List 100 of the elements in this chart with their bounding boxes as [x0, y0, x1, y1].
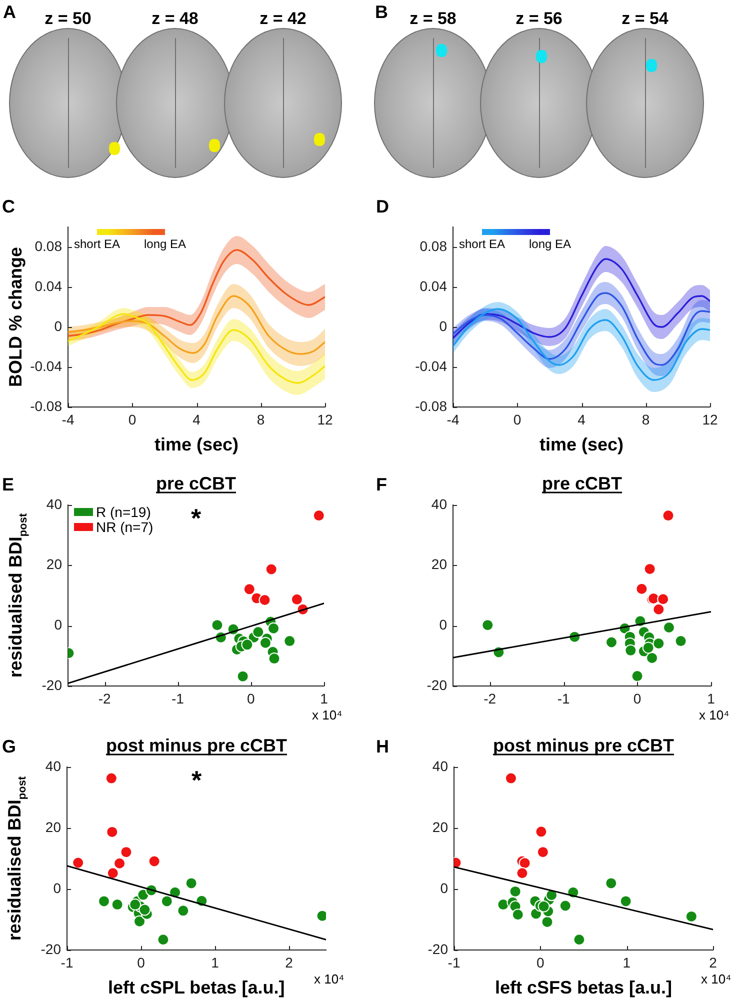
point	[518, 857, 531, 870]
point	[259, 636, 272, 649]
x-tick-label: 0	[513, 411, 522, 428]
point	[573, 934, 586, 946]
line-series	[68, 249, 325, 337]
legend-label: long EA	[144, 237, 186, 252]
annotation: *	[190, 503, 202, 534]
y-tick-label: -0.08	[415, 398, 448, 414]
text: z = 42	[260, 9, 306, 28]
y-tick-label: 0	[439, 318, 448, 334]
point	[160, 895, 173, 908]
x-tick-label: 0	[128, 411, 136, 428]
point	[509, 885, 522, 898]
x-tick-label: 0	[137, 954, 146, 970]
point	[536, 846, 549, 858]
point	[657, 593, 670, 606]
y-tick-label: 0	[54, 318, 62, 334]
y-tick-label: -0.04	[415, 358, 448, 374]
legend-label: R (n=19)	[96, 504, 151, 520]
legend-label: NR (n=7)	[96, 518, 154, 535]
line-series	[453, 292, 710, 366]
x-tick-label: 4	[192, 411, 201, 428]
x-tick-label: 1	[707, 690, 716, 706]
text: z = 50	[44, 9, 92, 28]
point	[620, 895, 632, 908]
x-tick-label: -4	[62, 411, 74, 428]
point	[148, 855, 160, 868]
point	[605, 877, 618, 890]
point	[512, 908, 524, 921]
chart-title: post minus pre cCBT	[492, 735, 674, 756]
point	[685, 910, 698, 922]
point	[535, 826, 548, 838]
y-tick-label: 40	[46, 496, 62, 512]
point	[497, 898, 510, 911]
point	[129, 898, 142, 911]
x-tick-label: -4	[446, 411, 460, 428]
point	[114, 857, 126, 870]
x-tick-label: 4	[578, 411, 586, 428]
x-tick-label: -1	[448, 954, 460, 970]
point	[504, 772, 517, 784]
y-tick-label: 0	[439, 616, 448, 633]
point	[284, 635, 296, 648]
y-axis-title: residualised BDIpost	[4, 776, 28, 941]
text: G	[2, 736, 16, 756]
y-tick-label: -20	[42, 676, 62, 693]
text: H	[376, 736, 389, 756]
point	[652, 603, 665, 616]
point	[541, 916, 554, 928]
x-tick-label: 1	[320, 690, 328, 706]
text: x 10⁴	[699, 708, 730, 723]
point	[111, 898, 124, 911]
point	[662, 621, 675, 634]
y-tick-label: 20	[432, 818, 448, 835]
line-series	[453, 258, 710, 339]
point	[177, 904, 190, 917]
line-series	[68, 313, 325, 384]
x-axis-title: time (sec)	[154, 434, 239, 454]
x-tick-label: 12	[317, 411, 333, 428]
point	[134, 915, 146, 928]
point	[644, 562, 656, 575]
chart-title: pre cCBT	[156, 473, 236, 494]
text: z = 48	[152, 9, 198, 28]
x-tick-label: -1	[60, 954, 74, 970]
text: x 10⁴	[314, 972, 344, 987]
x-tick-label: -2	[98, 690, 112, 706]
y-axis-title: residualised BDIpost	[5, 513, 30, 678]
y-tick-label: 20	[46, 556, 62, 572]
text: x 10⁴	[312, 708, 342, 723]
x-tick-label: 0	[633, 690, 642, 706]
line-series	[68, 295, 325, 355]
y-tick-label: 0	[54, 616, 62, 633]
text: z = 54	[622, 9, 668, 28]
line-series	[453, 308, 710, 381]
point	[268, 622, 280, 634]
text: z = 56	[516, 9, 562, 28]
x-tick-label: 2	[285, 954, 294, 970]
x-tick-label: 12	[702, 411, 718, 428]
y-tick-label: 0.08	[34, 238, 62, 254]
point	[636, 582, 648, 595]
point	[674, 635, 687, 648]
y-tick-label: 0	[53, 880, 62, 896]
text: z = 58	[410, 9, 456, 28]
y-axis-title: BOLD % change	[5, 246, 26, 388]
y-tick-label: -20	[40, 940, 62, 957]
point	[624, 644, 637, 656]
point	[631, 670, 644, 682]
legend-label: short EA	[458, 237, 506, 252]
text: B	[375, 2, 388, 22]
x-axis-title: left cSPL betas [a.u.]	[108, 977, 285, 998]
y-tick-label: -0.04	[30, 358, 62, 374]
point	[252, 626, 264, 638]
y-tick-label: 20	[45, 818, 62, 835]
legend-label: long EA	[528, 237, 572, 252]
x-axis-title: time (sec)	[539, 434, 624, 454]
point	[106, 826, 118, 838]
x-axis-title: left cSFS betas [a.u.]	[494, 977, 672, 998]
point	[605, 636, 618, 648]
point	[106, 867, 119, 880]
y-tick-label: 0.04	[420, 278, 448, 294]
legend-label: short EA	[74, 237, 120, 252]
